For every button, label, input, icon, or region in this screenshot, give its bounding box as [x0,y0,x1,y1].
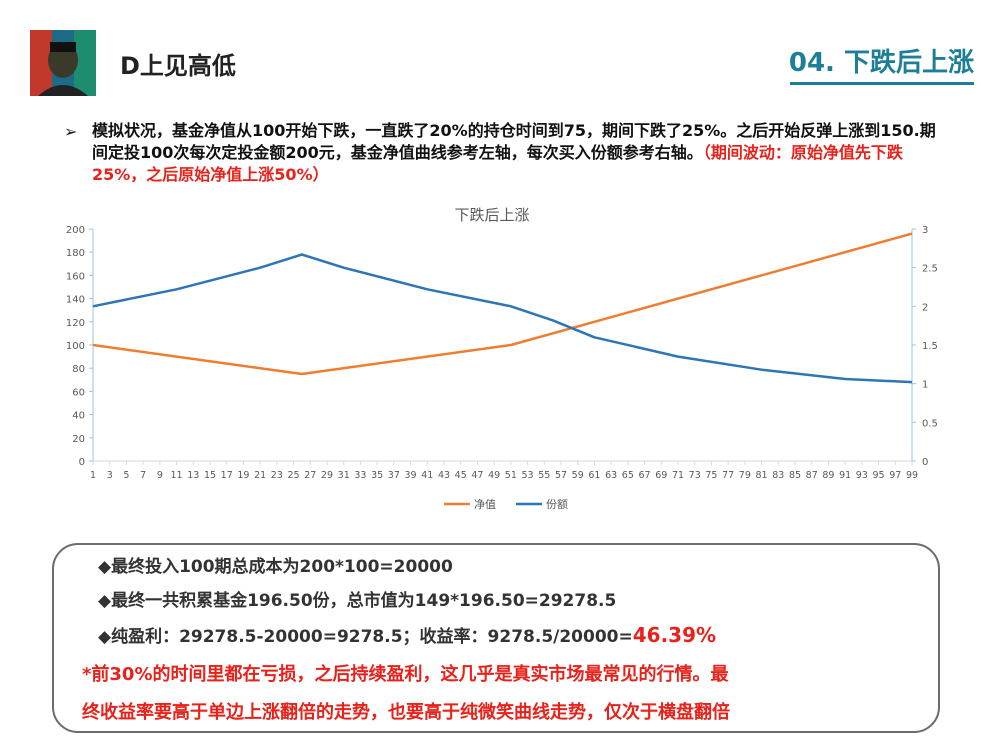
right-tick-label: 2.5 [922,264,938,275]
portrait-image [30,30,96,96]
left-tick-label: 180 [66,248,85,259]
x-tick-label: 27 [304,470,316,481]
right-tick-label: 2 [922,302,928,313]
left-tick-label: 120 [66,318,85,329]
x-tick-label: 73 [689,470,701,481]
x-tick-label: 79 [739,470,751,481]
x-tick-label: 77 [722,470,734,481]
x-tick-label: 29 [321,470,333,481]
x-tick-label: 55 [538,470,550,481]
left-tick-label: 40 [72,411,85,422]
avatar [30,30,96,96]
x-tick-label: 7 [140,470,146,481]
return-rate: 46.39% [632,623,717,647]
x-tick-label: 25 [288,470,300,481]
x-tick-label: 47 [471,470,483,481]
right-tick-label: 0.5 [922,418,938,429]
x-tick-label: 51 [505,470,517,481]
bullet-icon: ➢ [64,122,78,141]
x-tick-label: 13 [187,470,199,481]
section-underline [790,82,974,85]
x-tick-label: 75 [705,470,717,481]
right-tick-label: 1 [922,380,928,391]
x-tick-label: 23 [271,470,283,481]
x-tick-label: 3 [107,470,113,481]
legend-label: 净值 [474,497,496,511]
x-tick-label: 65 [622,470,634,481]
x-tick-label: 85 [789,470,801,481]
x-tick-label: 33 [354,470,366,481]
x-tick-label: 35 [371,470,383,481]
right-tick-label: 0 [922,457,928,468]
x-tick-label: 91 [839,470,851,481]
x-tick-label: 67 [639,470,651,481]
intro-paragraph: 模拟状况，基金净值从100开始下跌，一直跌了20%的持仓时间到75，期间下跌了2… [92,120,948,186]
x-tick-label: 83 [772,470,784,481]
section-title: 04. 下跌后上涨 [788,48,974,78]
x-tick-label: 87 [806,470,818,481]
x-tick-label: 69 [655,470,667,481]
x-tick-label: 93 [856,470,868,481]
x-tick-label: 45 [455,470,467,481]
left-tick-label: 160 [66,271,85,282]
x-tick-label: 53 [522,470,534,481]
right-tick-label: 1.5 [922,341,938,352]
intro-text: 模拟状况，基金净值从100开始下跌，一直跌了20%的持仓时间到75，期间下跌了2… [92,121,936,162]
x-tick-label: 5 [123,470,129,481]
x-tick-label: 49 [488,470,500,481]
summary-note-1: *前30%的时间里都在亏损，之后持续盈利，这几乎是真实市场最常见的行情。最 [82,664,729,685]
x-tick-label: 41 [421,470,433,481]
page-title: D上见高低 [120,52,236,80]
line-chart: 下跌后上涨 0 20 40 60 80 100 120 140 160 180 200 0 0.5 1 1… [60,200,940,520]
x-tick-label: 15 [204,470,216,481]
x-tick-label: 9 [157,470,163,481]
x-tick-label: 11 [171,470,183,481]
right-tick-label: 3 [922,225,928,236]
legend-label: 份额 [546,498,568,511]
x-tick-label: 37 [388,470,400,481]
x-tick-label: 61 [588,470,600,481]
chart-title: 下跌后上涨 [454,206,529,224]
x-tick-label: 1 [90,470,96,481]
summary-note-2: 终收益率要高于单边上涨翻倍的走势，也要高于纯微笑曲线走势，仅次于横盘翻倍 [82,702,730,723]
left-tick-label: 0 [79,457,85,468]
x-tick-label: 31 [338,470,350,481]
x-tick-label: 57 [555,470,567,481]
series-line-nav [92,232,913,376]
summary-line-cost: ◆最终投入100期总成本为200*100=20000 [98,557,453,577]
x-tick-label: 39 [405,470,417,481]
left-tick-label: 80 [72,364,85,375]
x-tick-label: 59 [572,470,584,481]
x-tick-label: 71 [672,470,684,481]
x-tick-label: 97 [889,470,901,481]
left-tick-label: 200 [66,225,85,236]
x-tick-label: 95 [873,470,885,481]
x-tick-label: 21 [254,470,266,481]
x-tick-label: 17 [221,470,233,481]
left-tick-label: 140 [66,295,85,306]
x-tick-label: 19 [237,470,249,481]
left-tick-label: 60 [72,387,85,398]
x-tick-label: 89 [822,470,834,481]
x-tick-label: 99 [906,470,918,481]
summary-line-profit: ◆纯盈利：29278.5-20000=9278.5；收益率：9278.5/200… [98,622,716,647]
left-tick-label: 20 [72,434,85,445]
summary-box [52,543,940,733]
intro-highlight: （期间波动：原始净值先下跌25%，之后原始净值上涨50%） [92,143,903,184]
profit-text: ◆纯盈利：29278.5-20000=9278.5；收益率：9278.5/200… [98,627,633,647]
x-tick-label: 63 [605,470,617,481]
series-line-shares [92,253,913,384]
summary-line-value: ◆最终一共积累基金196.50份，总市值为149*196.50=29278.5 [98,591,617,611]
left-tick-label: 100 [66,341,85,352]
x-tick-label: 81 [756,470,768,481]
x-tick-label: 43 [438,470,450,481]
